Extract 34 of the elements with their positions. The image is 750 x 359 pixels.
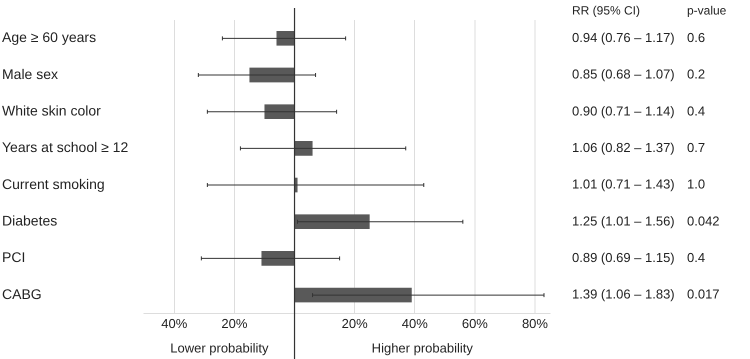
y-tick-label: Current smoking: [2, 176, 105, 192]
text: 0.2: [687, 66, 706, 82]
y-tick-label: Male sex: [2, 66, 58, 82]
y-tick-label: Diabetes: [2, 212, 58, 229]
text: 0.89 (0.69 – 1.15): [572, 250, 675, 265]
x-tick-label: 60%: [462, 316, 488, 331]
text: 1.25 (1.01 – 1.56): [572, 213, 675, 228]
text: 0.4: [687, 103, 706, 118]
text: p-value: [687, 3, 727, 18]
text: RR (95% CI): [572, 3, 640, 18]
text: 1.0: [687, 176, 706, 192]
x-tick-label: 20%: [221, 316, 248, 331]
text: 0.90 (0.71 – 1.14): [572, 103, 675, 118]
text: Lower probability: [170, 340, 270, 356]
y-tick-label: White skin color: [2, 102, 102, 119]
text: Higher probability: [372, 340, 474, 356]
y-tick-label: CABG: [2, 286, 42, 302]
text: 0.6: [687, 30, 706, 45]
text: 1.01 (0.71 – 1.43): [572, 176, 675, 192]
text: 0.7: [687, 140, 706, 155]
text: 0.017: [687, 286, 720, 302]
text: 0.4: [687, 250, 706, 265]
x-tick-label: 40%: [161, 316, 188, 331]
text: 0.042: [687, 213, 720, 228]
x-tick-label: 20%: [342, 316, 368, 331]
y-tick-label: Years at school ≥ 12: [2, 139, 128, 156]
y-tick-label: PCI: [2, 249, 26, 266]
x-tick-label: 40%: [402, 316, 428, 331]
text: 1.39 (1.06 – 1.83): [572, 286, 675, 302]
text: 1.06 (0.82 – 1.37): [572, 140, 675, 155]
text: 0.94 (0.76 – 1.17): [572, 30, 675, 45]
text: 0.85 (0.68 – 1.07): [572, 66, 675, 82]
y-tick-label: Age ≥ 60 years: [2, 29, 96, 46]
x-tick-label: 80%: [522, 316, 548, 331]
